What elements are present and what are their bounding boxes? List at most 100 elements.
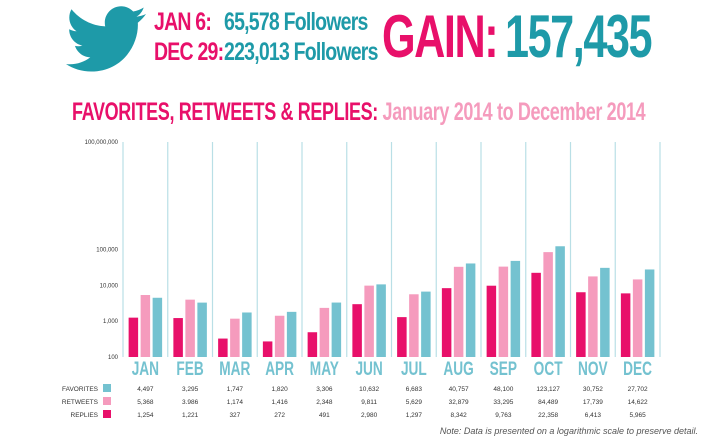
legend-label-retweets: RETWEETS (62, 399, 99, 406)
bar-favorites-jun (376, 284, 386, 357)
bar-retweets-jan (140, 295, 151, 357)
data-label: 1,416 (271, 399, 288, 406)
data-label: 2,348 (316, 399, 333, 406)
data-label: 6,413 (585, 412, 602, 419)
chart-subtitle: January 2014 to December 2014 (382, 98, 646, 126)
bar-favorites-mar (242, 312, 252, 357)
data-label: 30,752 (583, 386, 603, 393)
legend-swatch-replies (103, 410, 111, 418)
y-tick-label: 1,000 (103, 319, 119, 325)
bar-retweets-aug (453, 266, 464, 357)
y-tick-label: 100 (108, 355, 119, 361)
bar-replies-jun (352, 304, 362, 357)
bar-replies-aug (441, 288, 452, 357)
month-label: OCT (534, 358, 563, 380)
legend-swatch-retweets (103, 397, 111, 405)
month-label: AUG (443, 358, 473, 380)
y-tick-label: 100,000 (96, 248, 118, 254)
data-label: 9,811 (361, 399, 377, 406)
month-label: JUN (355, 358, 382, 380)
bar-replies-mar (218, 338, 228, 357)
data-label: 33,295 (493, 399, 513, 406)
data-label: 8,342 (450, 412, 467, 419)
bar-favorites-sep (510, 260, 521, 357)
data-label: 40,757 (449, 386, 469, 393)
bar-favorites-apr (286, 311, 297, 357)
bar-favorites-oct (555, 246, 565, 357)
data-label: 84,489 (538, 399, 558, 406)
data-label: 3,306 (316, 386, 333, 393)
bar-retweets-apr (274, 315, 285, 357)
bar-favorites-may (331, 302, 342, 357)
bar-replies-nov (576, 292, 586, 357)
data-label: 1,174 (227, 399, 244, 406)
month-label: MAR (219, 358, 250, 380)
data-label: 272 (274, 412, 285, 419)
bar-favorites-nov (600, 267, 610, 357)
data-label: 5,368 (137, 399, 154, 406)
stat-date-dec: DEC 29: (154, 38, 224, 66)
data-label: 327 (229, 412, 240, 419)
bar-retweets-mar (230, 318, 240, 357)
follower-stats: JAN 6: 65,578 Followers DEC 29: 223,013 … (154, 8, 421, 68)
data-label: 32,879 (449, 399, 469, 406)
follower-stat-jan: JAN 6: 65,578 Followers (154, 8, 421, 38)
bar-favorites-jan (152, 297, 163, 357)
data-label: 10,632 (359, 386, 379, 393)
gain-value: 157,435 (505, 3, 653, 70)
data-label: 5,965 (629, 412, 646, 419)
engagement-bar-chart: 100 1,000 10,000 100,000 100,000,000 JAN FEB MA… (62, 140, 661, 419)
legend-label-favorites: FAVORITES (62, 386, 99, 393)
bar-replies-jul (397, 317, 407, 357)
data-label: 22,358 (538, 412, 558, 419)
bar-retweets-nov (588, 276, 598, 357)
data-label: 1,297 (406, 412, 423, 419)
month-label: JUL (401, 358, 427, 380)
data-label: 5,629 (406, 399, 423, 406)
month-label: MAY (310, 358, 339, 380)
stat-value-dec: 223,013 Followers (224, 38, 378, 66)
bar-retweets-jul (409, 294, 419, 357)
month-label: JAN (132, 358, 159, 380)
data-label: 48,100 (493, 386, 513, 393)
infographic-header: JAN 6: 65,578 Followers DEC 29: 223,013 … (0, 0, 720, 80)
bar-retweets-jun (364, 285, 374, 357)
month-label: FEB (176, 358, 203, 380)
bar-favorites-aug (465, 263, 476, 357)
gain-label: GAIN: (382, 3, 499, 70)
data-label: 14,622 (628, 399, 648, 406)
data-label: 6,683 (406, 386, 423, 393)
bar-replies-apr (262, 341, 273, 357)
data-label: 27,702 (628, 386, 648, 393)
bar-replies-oct (531, 272, 541, 357)
bar-retweets-feb (185, 299, 195, 357)
y-tick-label: 100,000,000 (85, 140, 119, 146)
footnote: Note: Data is presented on a logarithmic… (439, 426, 698, 436)
data-label: 123,127 (536, 386, 560, 393)
bar-retweets-sep (498, 266, 509, 357)
data-label: 1,820 (271, 386, 288, 393)
chart-title: FAVORITES, RETWEETS & REPLIES: January 2… (72, 98, 646, 127)
month-label: NOV (578, 358, 608, 380)
stat-date-jan: JAN 6: (154, 8, 212, 36)
twitter-bird-icon (66, 6, 146, 72)
follower-stat-dec: DEC 29: 223,013 Followers (154, 38, 421, 68)
data-label: 9,763 (495, 412, 512, 419)
chart-title-main: FAVORITES, RETWEETS & REPLIES: (72, 98, 378, 126)
bar-replies-dec (620, 293, 631, 357)
stat-value-jan: 65,578 Followers (224, 8, 368, 36)
bar-replies-jan (128, 317, 139, 357)
bar-favorites-dec (644, 269, 655, 357)
bar-favorites-jul (421, 291, 431, 357)
bar-retweets-may (319, 307, 330, 357)
data-label: 1,254 (137, 412, 154, 419)
month-label: APR (265, 358, 294, 380)
data-label: 2,980 (361, 412, 378, 419)
bar-replies-may (307, 332, 318, 357)
data-label: 17,739 (583, 399, 603, 406)
data-label: 1,221 (182, 412, 199, 419)
bar-replies-feb (173, 318, 183, 357)
legend-swatch-favorites (103, 384, 111, 392)
month-label: SEP (490, 358, 517, 380)
month-label: DEC (623, 358, 652, 380)
